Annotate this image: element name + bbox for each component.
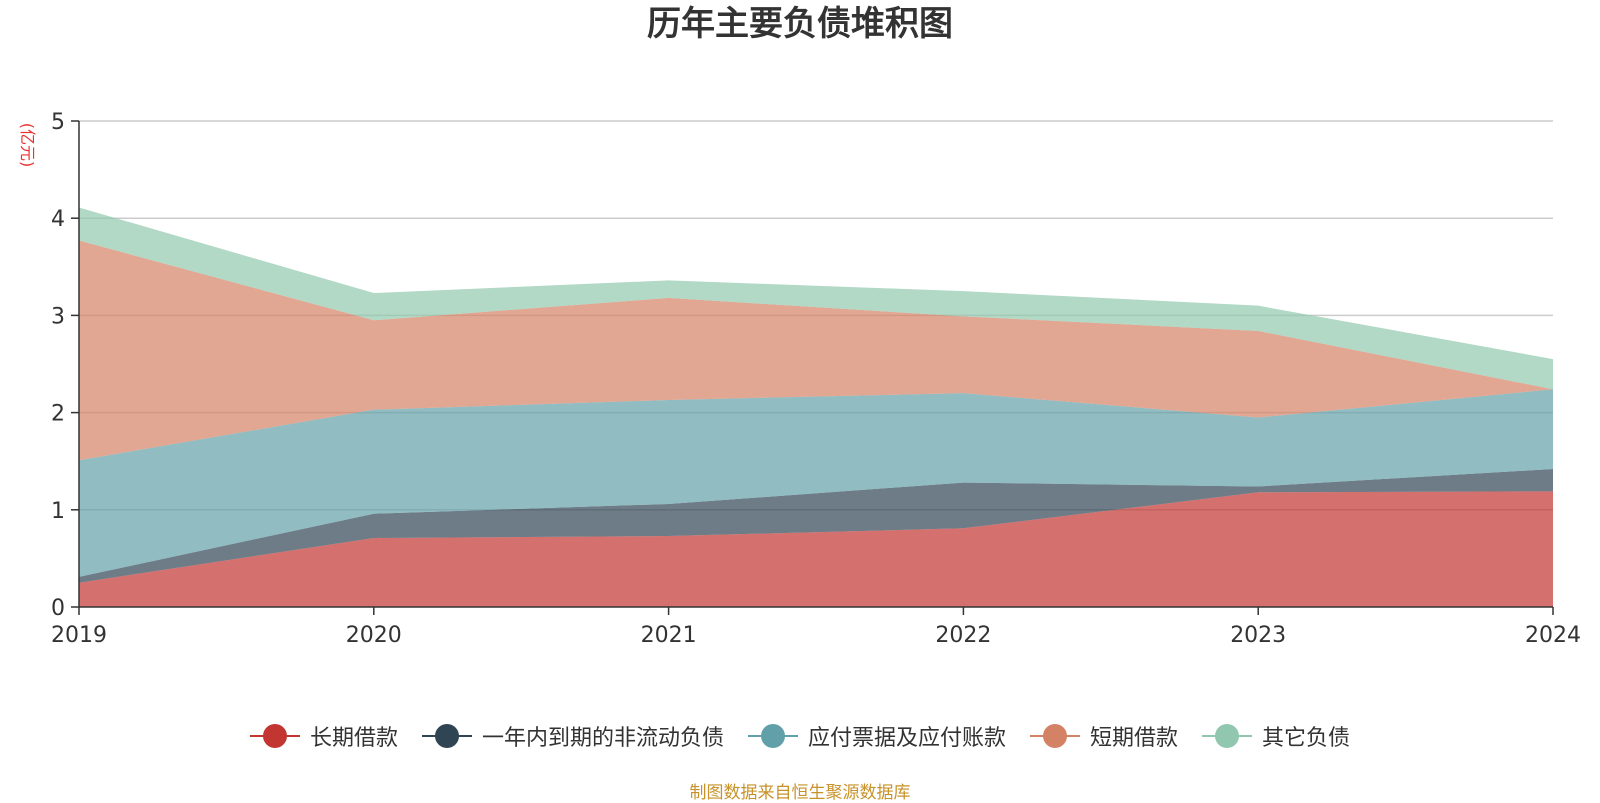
y-axis-unit-label: (亿元)	[18, 123, 37, 168]
area-series-2	[79, 468, 1553, 583]
area-series-1	[79, 491, 1553, 607]
area-series-3	[79, 389, 1553, 577]
legend-item-1[interactable]: 长期借款	[249, 720, 398, 752]
legend-item-3[interactable]: 应付票据及应付账款	[747, 720, 1006, 752]
y-tick-label: 5	[51, 110, 65, 135]
legend-label: 应付票据及应付账款	[807, 726, 1006, 751]
legend-label: 短期借款	[1090, 726, 1179, 751]
legend-swatch-icon	[421, 724, 472, 748]
y-tick-label: 4	[51, 207, 65, 232]
area-series-5	[79, 207, 1553, 390]
legend-item-5[interactable]: 其它负债	[1202, 720, 1350, 752]
axes: 0 1 2 3 4 5 2019 2020 2021 2022 2023 2024	[51, 110, 1581, 648]
legend-item-4[interactable]: 短期借款	[1030, 720, 1178, 752]
legend-swatch-icon	[747, 724, 798, 748]
legend-swatch-icon	[1030, 724, 1080, 748]
y-tick-label: 2	[51, 402, 65, 427]
y-tick-label: 1	[51, 499, 65, 524]
x-tick-label: 2024	[1525, 623, 1581, 648]
legend-label: 其它负债	[1262, 726, 1351, 751]
legend-label: 一年内到期的非流动负债	[481, 726, 724, 751]
x-tick-label: 2020	[346, 623, 402, 648]
source-note: 制图数据来自恒生聚源数据库	[689, 783, 911, 803]
chart-title: 历年主要负债堆积图	[647, 4, 953, 44]
x-tick-label: 2019	[51, 623, 107, 648]
y-tick-label: 3	[51, 304, 65, 329]
legend-swatch-icon	[1202, 724, 1253, 748]
y-tick-label: 0	[51, 596, 65, 621]
x-tick-label: 2022	[935, 623, 991, 648]
x-tick-label: 2021	[641, 623, 697, 648]
x-tick-label: 2023	[1230, 623, 1286, 648]
legend: 长期借款 一年内到期的非流动负债 应付票据及应付账款 短期借款 其它负债	[0, 720, 1600, 752]
area-series	[79, 207, 1553, 607]
legend-swatch-icon	[249, 724, 300, 748]
legend-label: 长期借款	[309, 726, 398, 751]
area-series-4	[79, 240, 1553, 461]
legend-item-2[interactable]: 一年内到期的非流动负债	[421, 720, 724, 752]
